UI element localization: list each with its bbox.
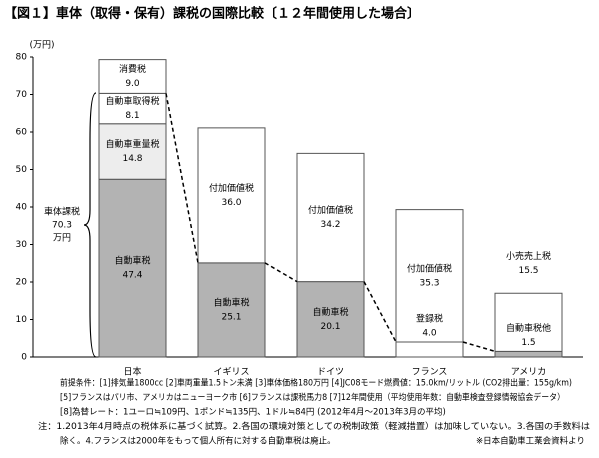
segment-name: 自動車重量税	[105, 138, 159, 150]
annotation: 万円	[53, 233, 71, 244]
connector	[363, 281, 397, 343]
segment-name: 自動車税	[114, 255, 150, 267]
data-label: 9.0	[125, 79, 140, 89]
y-unit: (万円)	[29, 40, 54, 51]
data-label: 35.3	[419, 278, 439, 288]
bar-segment	[296, 152, 365, 283]
y-tick-label: 60	[16, 128, 28, 138]
bar-segment	[296, 281, 365, 358]
note: 除く。4.フランスは2000年をもって個人所有に対する自動車税は廃止。	[60, 436, 336, 447]
y-tick-label: 10	[16, 315, 28, 325]
bar-segment	[494, 292, 563, 352]
x-tick-label: 日本	[123, 366, 141, 378]
connector	[462, 341, 496, 353]
y-tick-label: 50	[16, 165, 28, 175]
connector	[264, 262, 298, 283]
bar-segment	[197, 127, 266, 264]
x-tick-label: イギリス	[213, 367, 249, 378]
source: ※日本自動車工業会資料より	[476, 436, 585, 447]
bar-segment	[494, 350, 563, 358]
y-tick-label: 30	[16, 240, 28, 250]
segment-name: 付加価値税	[308, 204, 353, 216]
data-label: 25.1	[221, 312, 241, 322]
segment-name: 付加価値税	[209, 182, 254, 194]
y-tick-label: 40	[16, 203, 28, 213]
y-tick-label: 0	[21, 353, 27, 363]
segment-name: 付加価値税	[407, 262, 452, 274]
bar-segment	[98, 178, 167, 358]
y-tick-label: 80	[16, 53, 28, 63]
x-tick-label: フランス	[412, 367, 448, 378]
note: 注：1.2013年4月時点の税体系に基づく試算。2.各国の環境対策としての税制政…	[38, 421, 591, 432]
data-label: 1.5	[521, 338, 535, 348]
segment-name: 消費税	[119, 63, 146, 75]
note: 前提条件：[1]排気量1800cc [2]車両重量1.5トン未満 [3]車体価格…	[60, 378, 572, 389]
segment-name: 自動車取得税	[105, 95, 159, 107]
segment-name: 登録税	[416, 313, 443, 325]
data-label: 4.0	[422, 329, 437, 339]
chart-title: 【図１】車体（取得・保有）課税の国際比較〔１２年間使用した場合〕	[4, 6, 420, 22]
y-tick-label: 20	[16, 278, 28, 288]
note: [5]フランスはパリ市、アメリカはニューヨーク市 [6]フランスは課税馬力8 […	[60, 392, 565, 403]
data-label: 8.1	[125, 111, 139, 121]
annotation: 70.3	[52, 221, 72, 231]
segment-name: 自動車税	[213, 296, 249, 308]
data-label: 20.1	[320, 322, 340, 332]
segment-name: 自動車税他	[506, 322, 551, 334]
data-label: 14.8	[122, 154, 142, 164]
x-tick-label: ドイツ	[317, 368, 344, 378]
data-label: 15.5	[518, 266, 538, 276]
bar-segment	[98, 123, 167, 180]
bar-segment	[197, 262, 266, 358]
bar-segment	[395, 209, 464, 343]
segment-name: 小売売上税	[506, 250, 551, 262]
segment-name: 自動車税	[312, 306, 348, 318]
bar-segment	[98, 59, 167, 94]
bar-segment	[98, 92, 167, 125]
annotation: 車体課税	[44, 206, 80, 218]
bar-segment	[395, 341, 464, 358]
data-label: 47.4	[122, 271, 142, 281]
data-label: 34.2	[320, 220, 340, 230]
connector	[165, 93, 199, 264]
x-tick-label: アメリカ	[511, 367, 547, 378]
y-tick-label: 70	[16, 90, 28, 100]
data-label: 36.0	[221, 198, 241, 208]
note: [8]為替レート：1ユーロ≒109円、1ポンド≒135円、1ドル≒84円 (20…	[60, 407, 446, 418]
brace	[83, 92, 97, 358]
